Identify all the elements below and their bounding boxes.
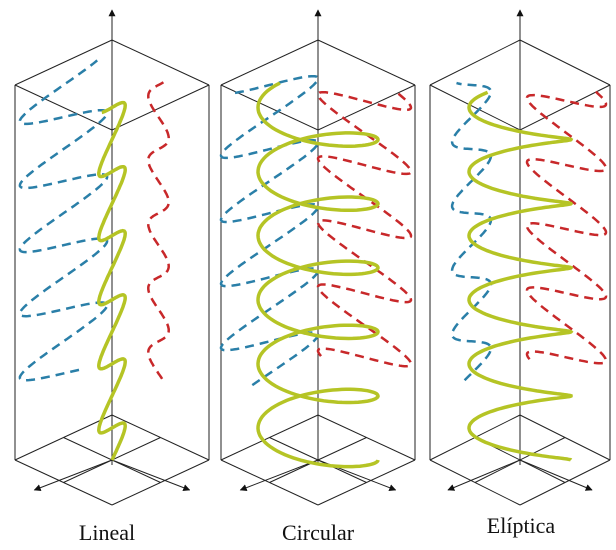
y-axis (520, 460, 592, 490)
top-edge (112, 40, 209, 85)
top-edge (15, 40, 112, 85)
polarization-diagram: Lineal Circular Elíptica (0, 0, 616, 550)
x-axis (240, 460, 318, 490)
field-vector-path (469, 92, 571, 460)
x-axis (34, 460, 112, 490)
panel-label: Circular (282, 520, 355, 545)
top-edge (430, 85, 520, 130)
projection-x (221, 76, 318, 385)
panel-label: Elíptica (487, 513, 556, 538)
top-edge (221, 40, 318, 85)
top-edge (318, 85, 415, 130)
panel-label: Lineal (79, 520, 135, 545)
y-axis (112, 460, 190, 490)
projection-y (527, 88, 606, 363)
artwork (15, 10, 610, 505)
top-edge (318, 40, 415, 85)
projection-y (148, 80, 168, 379)
top-edge (520, 40, 610, 85)
top-edge (430, 40, 520, 85)
x-axis (448, 460, 520, 490)
projection-x (20, 60, 107, 380)
